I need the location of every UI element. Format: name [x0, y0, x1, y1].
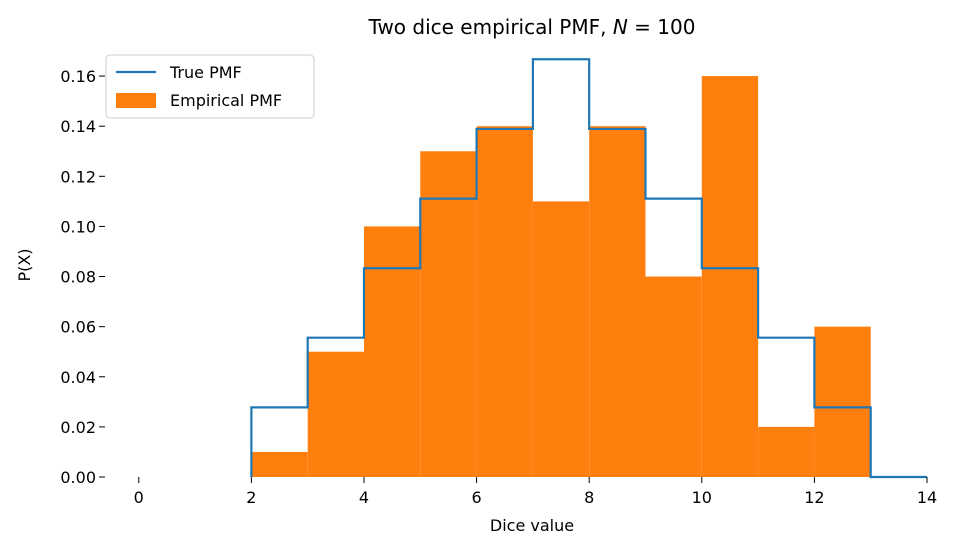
- legend: True PMF Empirical PMF: [105, 54, 315, 119]
- empirical-bar-3: [307, 351, 364, 477]
- empirical-bar-4: [363, 226, 421, 477]
- empirical-bar-8: [589, 126, 646, 478]
- x-axis: 0 2 4 6 8 10 12 14: [134, 477, 937, 507]
- empirical-bar-10: [701, 76, 759, 478]
- empirical-bars: [251, 76, 871, 478]
- y-tick-label-8: 0.16: [60, 67, 96, 86]
- y-tick-label-1: 0.02: [60, 418, 96, 437]
- x-axis-label: Dice value: [490, 516, 574, 535]
- legend-empirical-pmf-label: Empirical PMF: [170, 91, 282, 110]
- x-tick-label-6: 6: [471, 488, 481, 507]
- empirical-bar-6: [476, 126, 533, 478]
- x-tick-label-10: 10: [692, 488, 712, 507]
- y-tick-label-4: 0.08: [60, 268, 96, 287]
- y-axis-label: P(X): [15, 248, 34, 281]
- true-pmf-line: [250, 58, 927, 479]
- legend-empirical-pmf-swatch: [116, 93, 156, 108]
- x-tick-label-0: 0: [134, 488, 144, 507]
- x-tick-label-14: 14: [917, 488, 937, 507]
- x-tick-label-4: 4: [359, 488, 369, 507]
- x-tick-label-12: 12: [804, 488, 824, 507]
- empirical-bar-2: [251, 451, 308, 477]
- x-tick-label-8: 8: [584, 488, 594, 507]
- y-axis: 0.00 0.02 0.04 0.06 0.08 0.10 0.12 0.14 0.16: [60, 67, 105, 487]
- y-tick-label-7: 0.14: [60, 117, 96, 136]
- y-tick-label-3: 0.06: [60, 318, 96, 337]
- empirical-bar-12: [814, 326, 871, 477]
- y-tick-label-2: 0.04: [60, 368, 96, 387]
- empirical-bar-11: [758, 426, 815, 477]
- empirical-bar-5: [420, 151, 477, 477]
- empirical-bar-9: [645, 276, 702, 477]
- legend-frame: [105, 54, 315, 119]
- y-tick-label-0: 0.00: [60, 468, 96, 487]
- y-tick-label-6: 0.12: [60, 167, 96, 186]
- chart-title: Two dice empirical PMF, N = 100: [368, 15, 696, 39]
- x-tick-label-2: 2: [246, 488, 256, 507]
- true-pmf-step-line: [250, 58, 927, 479]
- empirical-bar-7: [532, 201, 590, 477]
- y-tick-label-5: 0.10: [60, 217, 96, 236]
- legend-true-pmf-label: True PMF: [169, 63, 242, 82]
